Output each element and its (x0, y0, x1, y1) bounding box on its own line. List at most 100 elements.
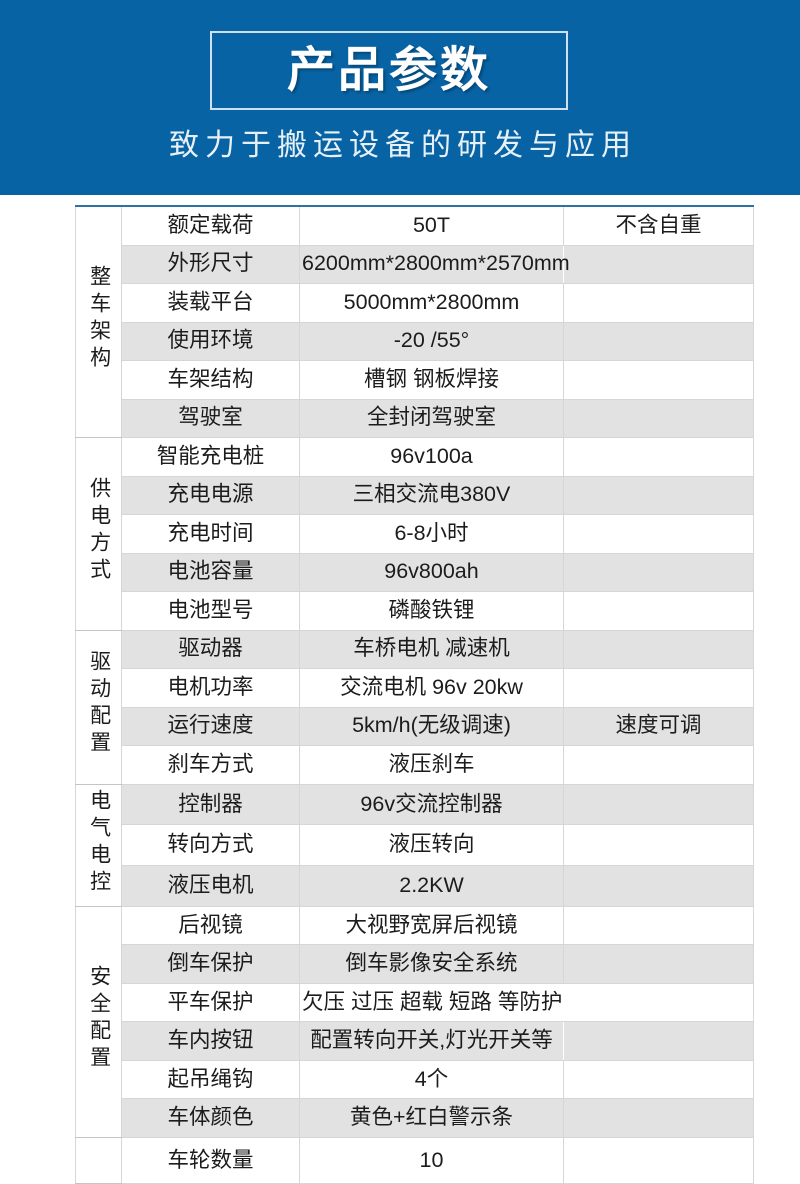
spec-value-cell: 全封闭驾驶室 (299, 398, 564, 438)
spec-note-cell (563, 437, 754, 477)
table-row: 充电电源 三相交流电380V (76, 475, 754, 515)
spec-value-cell: 96v交流控制器 (299, 783, 564, 826)
spec-label-cell: 控制器 (121, 783, 300, 826)
table-row: 装载平台 5000mm*2800mm (76, 283, 754, 323)
spec-value-text: 欠压 过压 超载 短路 等防护 (302, 989, 563, 1014)
spec-note-cell (563, 398, 754, 438)
spec-value-text: 配置转向开关,灯光开关等 (310, 1028, 553, 1053)
spec-label-cell: 刹车方式 (121, 745, 300, 785)
spec-label-cell: 车体颜色 (121, 1098, 300, 1138)
spec-note-cell (563, 824, 754, 866)
spec-note-cell (563, 944, 754, 984)
table-row: 供电方式 智能充电桩 96v100a (75, 437, 754, 631)
spec-value-cell: 6-8小时 (299, 514, 564, 554)
spec-note-cell (563, 1021, 754, 1061)
spec-note-cell (563, 982, 754, 1023)
table-row: 运行速度 5km/h(无级调速) 速度可调 (76, 706, 754, 746)
spec-note-cell: 速度可调 (563, 706, 754, 746)
spec-label-cell: 智能充电桩 (121, 437, 300, 477)
spec-value-cell: 欠压 过压 超载 短路 等防护 (299, 982, 564, 1023)
spec-value-cell: 倒车影像安全系统 (299, 944, 564, 984)
product-spec-table: 整车架构 额定载荷 50T 不含自重 外形尺寸 6200mm*2800mm*2570mm 装… (75, 205, 754, 1184)
spec-label-cell: 起吊绳钩 (121, 1059, 300, 1100)
table-row: 电池型号 磷酸铁锂 (76, 591, 754, 631)
spec-label-cell: 转向方式 (121, 824, 300, 866)
spec-group-cell: 安全配置 (75, 905, 122, 1138)
spec-value-cell: 10 (299, 1136, 564, 1184)
spec-label-cell: 车架结构 (121, 360, 300, 400)
spec-label-cell: 装载平台 (121, 283, 300, 323)
spec-note-cell (563, 475, 754, 515)
table-row: 刹车方式 液压刹车 (76, 745, 754, 785)
table-row: 电气电控 控制器 96v交流控制器 (75, 783, 754, 907)
spec-table-container: 整车架构 额定载荷 50T 不含自重 外形尺寸 6200mm*2800mm*2570mm 装… (0, 195, 800, 1184)
spec-group-cell: 电气电控 (75, 783, 122, 907)
spec-group-label: 驱动配置 (87, 650, 111, 759)
spec-label-cell: 液压电机 (121, 864, 300, 907)
spec-value-cell: 2.2KW (299, 864, 564, 907)
spec-label-cell: 倒车保护 (121, 944, 300, 984)
spec-label-cell: 电池型号 (121, 591, 300, 631)
spec-note-cell (563, 668, 754, 708)
spec-value-cell: 96v800ah (299, 552, 564, 592)
spec-label-cell: 额定载荷 (121, 205, 300, 246)
spec-value-cell: 50T (299, 205, 564, 246)
spec-label-cell: 使用环境 (121, 321, 300, 361)
spec-note-cell (563, 321, 754, 361)
spec-label-cell: 车内按钮 (121, 1021, 300, 1061)
spec-value-cell: -20 /55° (299, 321, 564, 361)
spec-label-cell: 后视镜 (121, 905, 300, 946)
spec-note-cell (563, 552, 754, 592)
spec-note-cell (563, 1136, 754, 1184)
table-row: 车轮数量 10 (75, 1136, 754, 1184)
spec-label-cell: 驾驶室 (121, 398, 300, 438)
spec-value-cell: 黄色+红白警示条 (299, 1098, 564, 1138)
page-subtitle: 致力于搬运设备的研发与应用 (169, 129, 637, 162)
spec-value-cell: 交流电机 96v 20kw (299, 668, 564, 708)
table-row: 起吊绳钩 4个 (76, 1059, 754, 1100)
spec-label-cell: 充电电源 (121, 475, 300, 515)
spec-group-cell (75, 1136, 122, 1184)
spec-note-cell (563, 905, 754, 946)
spec-label-cell: 驱动器 (121, 629, 300, 669)
table-row: 安全配置 后视镜 大视野宽屏后视镜 (75, 905, 754, 1138)
spec-note-cell (563, 864, 754, 907)
spec-value-cell: 5000mm*2800mm (299, 283, 564, 323)
spec-note-cell (563, 1098, 754, 1138)
spec-note-cell (563, 783, 754, 826)
spec-table-body: 整车架构 额定载荷 50T 不含自重 外形尺寸 6200mm*2800mm*2570mm 装… (75, 205, 754, 1184)
table-row: 电池容量 96v800ah (76, 552, 754, 592)
table-row: 使用环境 -20 /55° (76, 321, 754, 361)
table-row: 液压电机 2.2KW (76, 864, 754, 907)
spec-group-cell: 驱动配置 (75, 629, 122, 785)
spec-group-label: 电气电控 (87, 788, 111, 897)
table-row: 车体颜色 黄色+红白警示条 (76, 1098, 754, 1138)
spec-group-label: 供电方式 (87, 477, 111, 586)
spec-value-cell: 96v100a (299, 437, 564, 477)
page-banner: 产品参数 致力于搬运设备的研发与应用 (0, 0, 800, 195)
spec-note-cell (563, 629, 754, 669)
table-row: 车架结构 槽钢 钢板焊接 (76, 360, 754, 400)
spec-value-cell: 车桥电机 减速机 (299, 629, 564, 669)
spec-note-cell (563, 1059, 754, 1100)
spec-note-cell (563, 360, 754, 400)
spec-group-cell: 整车架构 (75, 205, 122, 438)
table-row: 驾驶室 全封闭驾驶室 (76, 398, 754, 438)
spec-value-text: 6200mm*2800mm*2570mm (302, 251, 570, 276)
page-title-box: 产品参数 (210, 31, 568, 110)
spec-value-cell: 4个 (299, 1059, 564, 1100)
spec-label-cell: 电池容量 (121, 552, 300, 592)
spec-value-cell: 大视野宽屏后视镜 (299, 905, 564, 946)
table-row: 驱动配置 驱动器 车桥电机 减速机 (75, 629, 754, 785)
table-row: 转向方式 液压转向 (76, 824, 754, 866)
spec-group-label: 整车架构 (87, 265, 111, 374)
spec-value-cell: 5km/h(无级调速) (299, 706, 564, 746)
table-row: 充电时间 6-8小时 (76, 514, 754, 554)
table-row: 车内按钮 配置转向开关,灯光开关等 (76, 1021, 754, 1061)
spec-value-cell: 磷酸铁锂 (299, 591, 564, 631)
spec-label-cell: 电机功率 (121, 668, 300, 708)
table-row: 整车架构 额定载荷 50T 不含自重 (75, 205, 754, 438)
spec-note-cell (563, 514, 754, 554)
spec-label-cell: 充电时间 (121, 514, 300, 554)
table-row: 电机功率 交流电机 96v 20kw (76, 668, 754, 708)
